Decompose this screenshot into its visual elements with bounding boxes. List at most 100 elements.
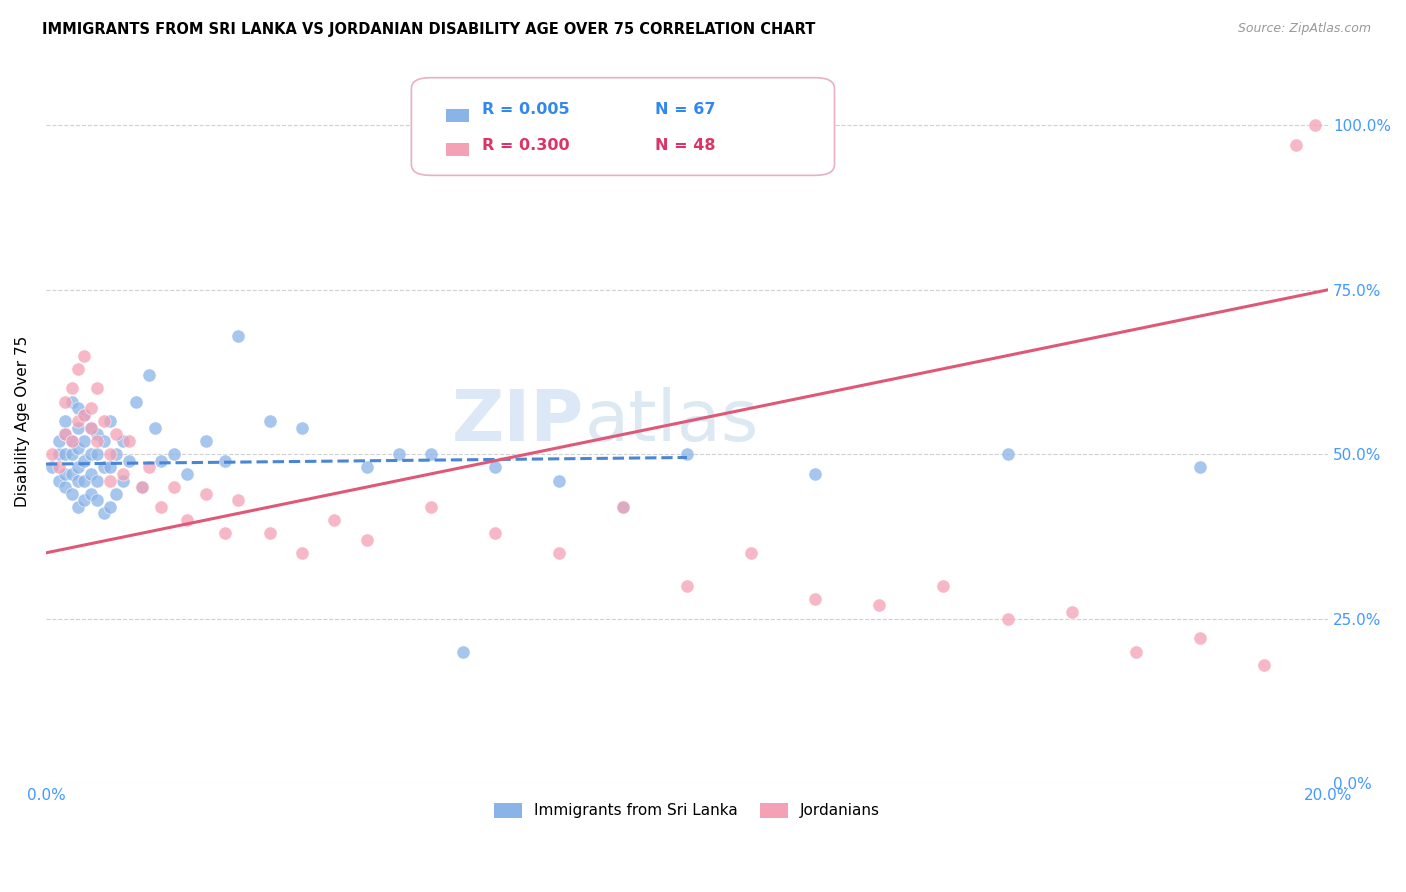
Point [86, 381, 108, 395]
Point [98, 447, 121, 461]
Text: R = 0.005: R = 0.005 [482, 103, 569, 118]
Point [111, 474, 134, 488]
Y-axis label: Disability Age Over 75: Disability Age Over 75 [15, 335, 30, 507]
Point [48, 474, 70, 488]
Point [163, 447, 186, 461]
Point [356, 460, 378, 475]
Point [356, 533, 378, 547]
Point [997, 612, 1019, 626]
Point [291, 546, 314, 560]
Point [150, 454, 173, 468]
Legend: Immigrants from Sri Lanka, Jordanians: Immigrants from Sri Lanka, Jordanians [486, 796, 887, 826]
Point [111, 434, 134, 448]
Point [676, 447, 699, 461]
Point [53, 414, 76, 428]
Point [66, 421, 89, 435]
Point [48, 447, 70, 461]
Point [259, 526, 281, 541]
Point [60, 447, 83, 461]
Point [323, 513, 346, 527]
Point [66, 460, 89, 475]
FancyBboxPatch shape [446, 109, 470, 121]
Point [105, 486, 128, 500]
Point [53, 467, 76, 481]
Point [118, 434, 141, 448]
Point [1060, 605, 1083, 619]
Point [226, 328, 249, 343]
Point [214, 526, 236, 541]
Point [73, 408, 96, 422]
Point [98, 414, 121, 428]
Point [484, 526, 506, 541]
Point [105, 447, 128, 461]
Point [163, 480, 186, 494]
Point [80, 447, 103, 461]
Point [93, 434, 115, 448]
Point [143, 421, 166, 435]
Point [1305, 119, 1327, 133]
Point [1285, 138, 1308, 153]
Point [1253, 657, 1275, 672]
Point [131, 480, 153, 494]
Point [73, 454, 96, 468]
Point [387, 447, 409, 461]
Point [93, 414, 115, 428]
Text: Source: ZipAtlas.com: Source: ZipAtlas.com [1237, 22, 1371, 36]
Point [80, 486, 103, 500]
Point [484, 460, 506, 475]
Point [60, 467, 83, 481]
Point [195, 434, 218, 448]
Point [48, 460, 70, 475]
Point [86, 493, 108, 508]
Point [214, 454, 236, 468]
Point [676, 579, 699, 593]
Point [53, 394, 76, 409]
Point [98, 460, 121, 475]
Point [547, 474, 569, 488]
Point [60, 434, 83, 448]
Point [60, 381, 83, 395]
Point [118, 454, 141, 468]
Point [53, 427, 76, 442]
Point [1188, 460, 1211, 475]
Point [73, 434, 96, 448]
Point [73, 474, 96, 488]
Point [612, 500, 634, 514]
Point [150, 500, 173, 514]
Point [66, 500, 89, 514]
Point [868, 599, 890, 613]
Point [53, 480, 76, 494]
Point [932, 579, 955, 593]
Point [98, 500, 121, 514]
Point [66, 361, 89, 376]
Point [93, 460, 115, 475]
Point [105, 427, 128, 442]
Point [80, 401, 103, 416]
Point [86, 427, 108, 442]
Point [259, 414, 281, 428]
Point [195, 486, 218, 500]
Point [997, 447, 1019, 461]
Text: ZIP: ZIP [453, 387, 585, 456]
Text: N = 67: N = 67 [655, 103, 716, 118]
Point [66, 414, 89, 428]
Point [226, 493, 249, 508]
Point [419, 500, 441, 514]
Point [93, 507, 115, 521]
Point [86, 474, 108, 488]
Point [131, 480, 153, 494]
Point [740, 546, 762, 560]
Text: R = 0.300: R = 0.300 [482, 138, 569, 153]
Point [80, 421, 103, 435]
Point [86, 434, 108, 448]
Point [176, 467, 198, 481]
FancyBboxPatch shape [412, 78, 835, 176]
Text: atlas: atlas [585, 387, 759, 456]
Point [60, 486, 83, 500]
Point [451, 644, 474, 658]
Point [60, 394, 83, 409]
Text: N = 48: N = 48 [655, 138, 716, 153]
FancyBboxPatch shape [446, 143, 470, 156]
Point [66, 401, 89, 416]
Point [48, 434, 70, 448]
